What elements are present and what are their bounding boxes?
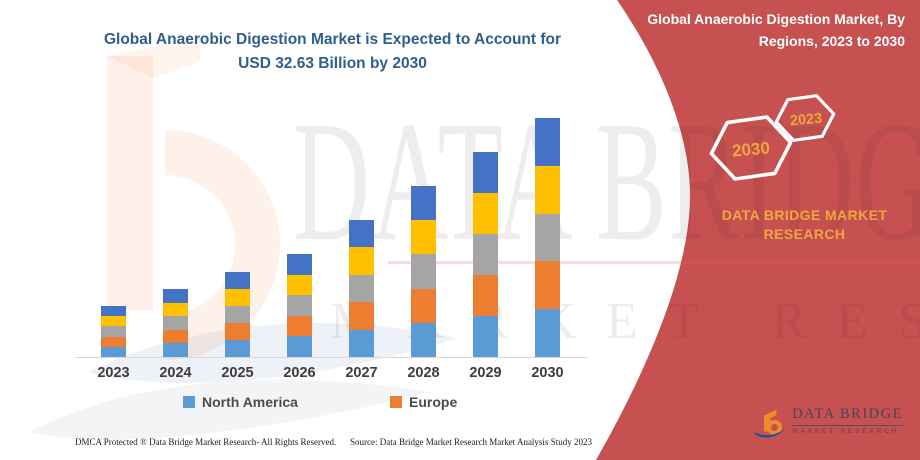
logo-subtitle: MARKET RESEARCH: [792, 428, 900, 435]
data-bridge-watermark-text: DATA BRIDGE: [293, 87, 920, 277]
hexagon-2030-label: 2030: [731, 138, 770, 160]
hexagon-2023-label: 2023: [789, 111, 823, 130]
dbmr-logo: DATA BRIDGE MARKET RESEARCH: [753, 398, 903, 450]
footer-dmca: DMCA Protected ® Data Bridge Market Rese…: [75, 437, 337, 447]
dbmr-b-icon: [754, 409, 786, 438]
watermark-underline: [388, 261, 920, 264]
hexagon-2023: [774, 94, 836, 142]
x-axis-line: [75, 357, 588, 358]
chart-title: Global Anaerobic Digestion Market is Exp…: [103, 31, 562, 73]
logo-title: DATA BRIDGE: [792, 406, 903, 426]
hexagon-2030: [709, 115, 793, 181]
panel-header-title: Global Anaerobic Digestion Market, By Re…: [647, 11, 905, 50]
footer-source: Source: Data Bridge Market Research Mark…: [350, 437, 592, 447]
brand-text: DATA BRIDGE MARKET RESEARCH: [721, 207, 888, 242]
